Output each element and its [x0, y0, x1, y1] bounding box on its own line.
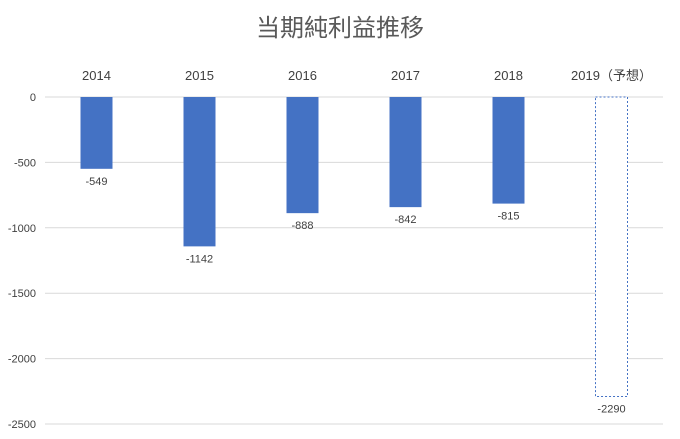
bar: [492, 97, 525, 204]
gridlines: [45, 96, 663, 425]
bar: [389, 97, 422, 208]
data-label: -1142: [186, 253, 213, 265]
y-tick-label: -1500: [8, 288, 36, 300]
y-axis-ticks: 0 -500 -1000 -1500 -2000 -2500: [8, 92, 36, 431]
bar: [183, 97, 216, 247]
data-label: -888: [291, 220, 313, 232]
category-labels: 2014 2015 2016 2017 2018 2019（予想）: [82, 68, 652, 83]
category-label: 2018: [494, 68, 523, 83]
bar: [80, 97, 113, 169]
category-label: 2017: [391, 68, 420, 83]
data-label: -2290: [597, 404, 625, 416]
y-tick-label: -2500: [8, 419, 36, 431]
category-label: 2015: [185, 68, 214, 83]
y-tick-label: 0: [30, 92, 36, 104]
bar: [286, 97, 319, 214]
data-label: -842: [394, 214, 416, 226]
category-label: 2016: [288, 68, 317, 83]
y-tick-label: -2000: [8, 354, 36, 366]
data-label: -549: [85, 176, 107, 188]
data-labels: -549 -1142 -888 -842 -815 -2290: [85, 176, 625, 416]
forecast-bar: [595, 96, 628, 398]
data-label: -815: [497, 211, 519, 223]
category-label: 2014: [82, 68, 111, 83]
chart-title: 当期純利益推移: [256, 14, 424, 42]
y-tick-label: -1000: [8, 223, 36, 235]
category-label: 2019（予想）: [571, 68, 652, 83]
bars: [80, 96, 628, 398]
y-tick-label: -500: [14, 157, 36, 169]
